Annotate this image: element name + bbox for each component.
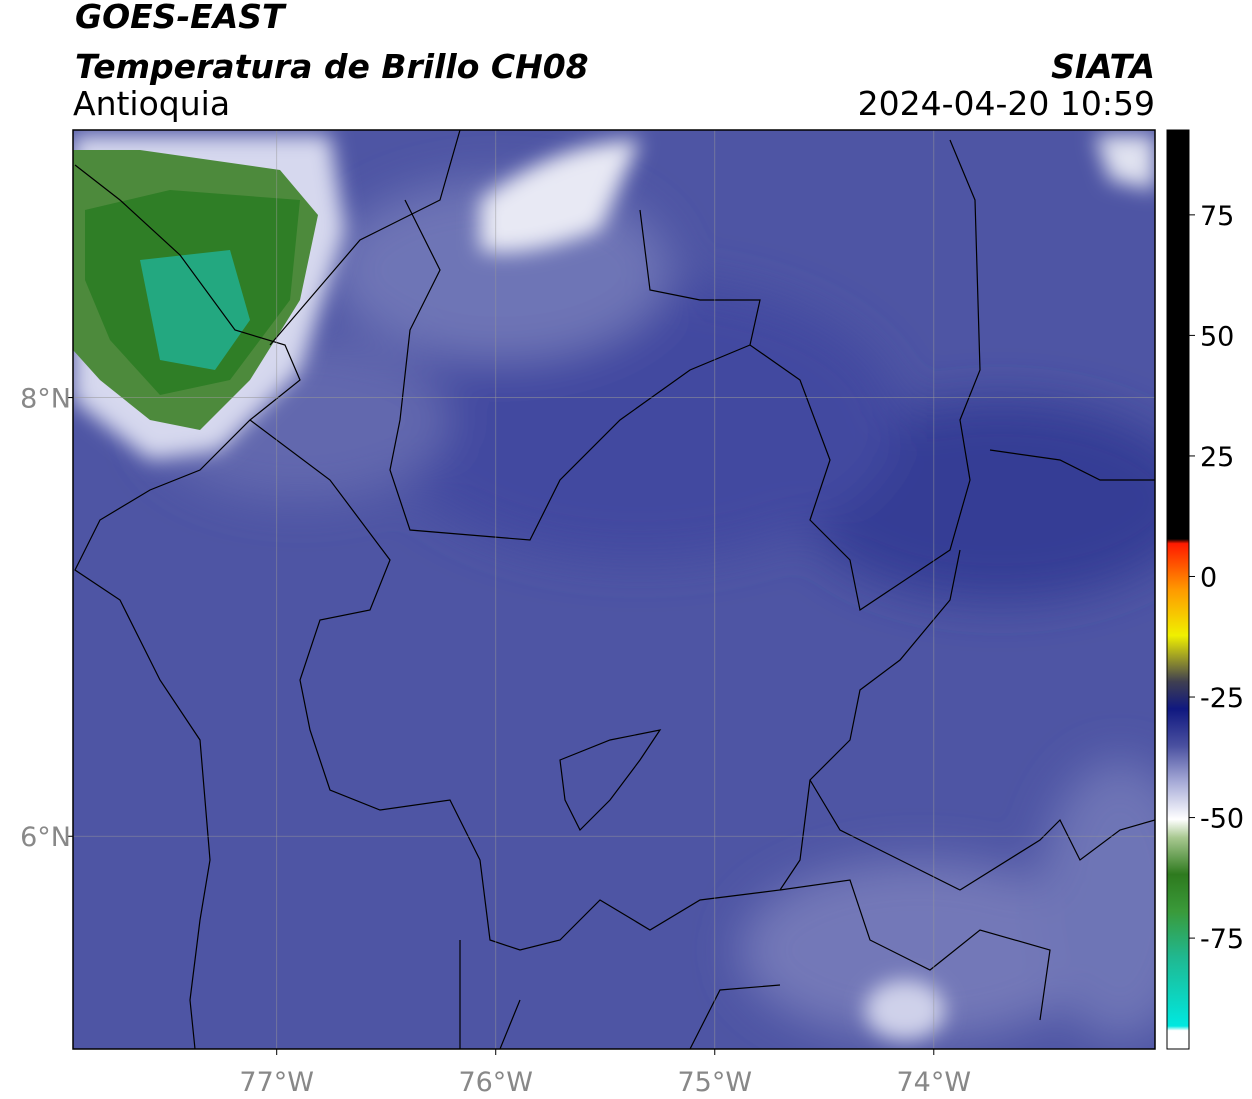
colorbar-tick-label: 25 [1200,442,1234,473]
colorbar [1166,129,1190,1050]
colorbar-tick-label: -25 [1200,683,1244,714]
borders [74,130,1155,1049]
source: SIATA [1051,47,1155,86]
title: GOES-EAST [75,0,287,36]
colorbar-tick-label: 50 [1200,321,1234,352]
y-tick-label: 8°N [20,384,71,415]
colorbar-tick-label: 75 [1200,201,1234,232]
datetime: 2024-04-20 10:59 [858,84,1155,123]
x-tick-label: 74°W [897,1067,972,1098]
y-tick-label: 6°N [20,822,71,853]
colorbar-tick-label: -50 [1200,804,1244,835]
x-tick-label: 77°W [239,1067,314,1098]
x-tick-label: 75°W [677,1067,752,1098]
region: Antioquia [73,84,230,123]
colorbar-tick-label: -75 [1200,924,1244,955]
x-tick-label: 76°W [458,1067,533,1098]
map-frame [72,129,1156,1050]
subtitle: Temperatura de Brillo CH08 [75,47,589,86]
colorbar-tick-label: 0 [1200,562,1217,593]
map-image [73,130,1155,1049]
